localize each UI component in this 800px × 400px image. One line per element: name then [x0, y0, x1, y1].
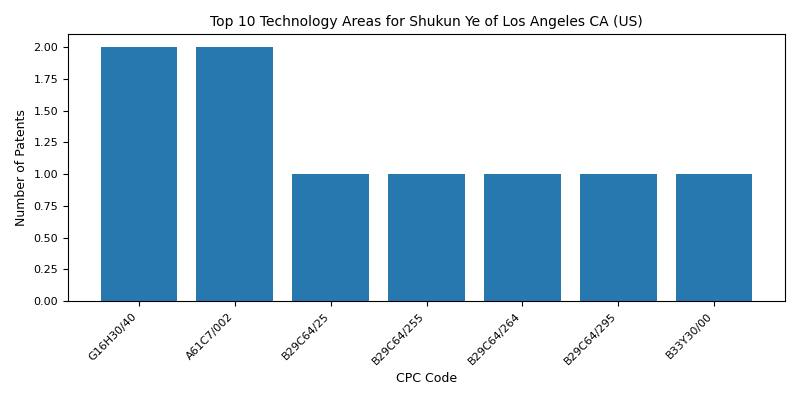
Bar: [197, 47, 273, 301]
Bar: [292, 174, 369, 301]
Bar: [580, 174, 657, 301]
Bar: [101, 47, 178, 301]
Bar: [484, 174, 561, 301]
Title: Top 10 Technology Areas for Shukun Ye of Los Angeles CA (US): Top 10 Technology Areas for Shukun Ye of…: [210, 15, 643, 29]
Y-axis label: Number of Patents: Number of Patents: [15, 109, 28, 226]
X-axis label: CPC Code: CPC Code: [396, 372, 457, 385]
Bar: [676, 174, 753, 301]
Bar: [388, 174, 465, 301]
